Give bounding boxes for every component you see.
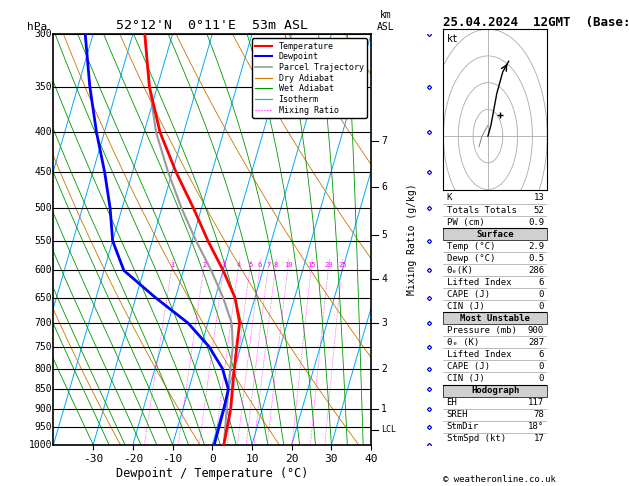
Text: 17: 17 (533, 434, 544, 443)
Text: 700: 700 (34, 318, 52, 328)
Text: 78: 78 (533, 410, 544, 419)
Text: 0: 0 (539, 374, 544, 383)
Text: 7: 7 (266, 262, 270, 268)
Text: Dewp (°C): Dewp (°C) (447, 254, 495, 262)
Text: Lifted Index: Lifted Index (447, 278, 511, 287)
Text: 0: 0 (539, 302, 544, 311)
Text: 900: 900 (528, 326, 544, 335)
FancyBboxPatch shape (443, 228, 547, 240)
Text: 117: 117 (528, 398, 544, 407)
Text: 900: 900 (34, 404, 52, 414)
Text: θₑ(K): θₑ(K) (447, 266, 474, 275)
Text: 286: 286 (528, 266, 544, 275)
Text: 8: 8 (274, 262, 278, 268)
Text: Surface: Surface (477, 229, 514, 239)
Text: 2: 2 (202, 262, 206, 268)
Text: Hodograph: Hodograph (471, 386, 520, 395)
Text: 3: 3 (381, 318, 387, 328)
Text: 2: 2 (381, 364, 387, 374)
Text: PW (cm): PW (cm) (447, 218, 484, 226)
Text: 0: 0 (539, 362, 544, 371)
Text: LCL: LCL (381, 425, 396, 434)
Text: hPa: hPa (27, 21, 47, 32)
Text: 300: 300 (34, 29, 52, 39)
Text: 1: 1 (381, 404, 387, 414)
Text: 6: 6 (539, 278, 544, 287)
Text: © weatheronline.co.uk: © weatheronline.co.uk (443, 474, 556, 484)
Text: EH: EH (447, 398, 457, 407)
Text: K: K (447, 193, 452, 203)
Text: 1: 1 (170, 262, 174, 268)
Text: 550: 550 (34, 236, 52, 246)
Text: 950: 950 (34, 422, 52, 432)
Text: 5: 5 (248, 262, 252, 268)
Text: 287: 287 (528, 338, 544, 347)
Text: 10: 10 (284, 262, 292, 268)
X-axis label: Dewpoint / Temperature (°C): Dewpoint / Temperature (°C) (116, 467, 308, 480)
Text: 650: 650 (34, 293, 52, 303)
Text: 52°12'N  0°11'E  53m ASL: 52°12'N 0°11'E 53m ASL (116, 18, 308, 32)
Text: 600: 600 (34, 265, 52, 276)
Text: Most Unstable: Most Unstable (460, 314, 530, 323)
Text: 5: 5 (381, 229, 387, 240)
Text: 400: 400 (34, 127, 52, 137)
Text: 450: 450 (34, 167, 52, 177)
Text: km
ASL: km ASL (376, 10, 394, 32)
Text: 4: 4 (381, 275, 387, 284)
Text: 6: 6 (381, 182, 387, 192)
Text: Temp (°C): Temp (°C) (447, 242, 495, 251)
Text: θₑ (K): θₑ (K) (447, 338, 479, 347)
Text: 52: 52 (533, 206, 544, 214)
Text: CIN (J): CIN (J) (447, 374, 484, 383)
Text: 350: 350 (34, 82, 52, 91)
Text: 1000: 1000 (28, 440, 52, 450)
Text: 13: 13 (533, 193, 544, 203)
Text: 20: 20 (325, 262, 333, 268)
Text: 750: 750 (34, 342, 52, 351)
FancyBboxPatch shape (443, 384, 547, 397)
Text: StmSpd (kt): StmSpd (kt) (447, 434, 506, 443)
Text: 3: 3 (222, 262, 226, 268)
Text: StmDir: StmDir (447, 422, 479, 431)
Text: 4: 4 (237, 262, 241, 268)
Text: 800: 800 (34, 364, 52, 374)
Text: 15: 15 (308, 262, 316, 268)
Text: 0.5: 0.5 (528, 254, 544, 262)
Text: 7: 7 (381, 137, 387, 146)
Text: 2.9: 2.9 (528, 242, 544, 251)
Text: 25.04.2024  12GMT  (Base: 12): 25.04.2024 12GMT (Base: 12) (443, 16, 629, 29)
Text: kt: kt (447, 34, 459, 44)
Text: 6: 6 (539, 350, 544, 359)
Legend: Temperature, Dewpoint, Parcel Trajectory, Dry Adiabat, Wet Adiabat, Isotherm, Mi: Temperature, Dewpoint, Parcel Trajectory… (252, 38, 367, 118)
Text: Lifted Index: Lifted Index (447, 350, 511, 359)
Text: 6: 6 (258, 262, 262, 268)
Text: SREH: SREH (447, 410, 468, 419)
Text: CAPE (J): CAPE (J) (447, 362, 489, 371)
Text: 850: 850 (34, 384, 52, 394)
Text: Mixing Ratio (g/kg): Mixing Ratio (g/kg) (407, 184, 417, 295)
Text: 18°: 18° (528, 422, 544, 431)
Text: CIN (J): CIN (J) (447, 302, 484, 311)
Text: Pressure (mb): Pressure (mb) (447, 326, 516, 335)
Text: 500: 500 (34, 203, 52, 213)
FancyBboxPatch shape (443, 312, 547, 324)
Text: Totals Totals: Totals Totals (447, 206, 516, 214)
Text: 0: 0 (539, 290, 544, 299)
Text: 25: 25 (338, 262, 347, 268)
Text: CAPE (J): CAPE (J) (447, 290, 489, 299)
Text: 0.9: 0.9 (528, 218, 544, 226)
